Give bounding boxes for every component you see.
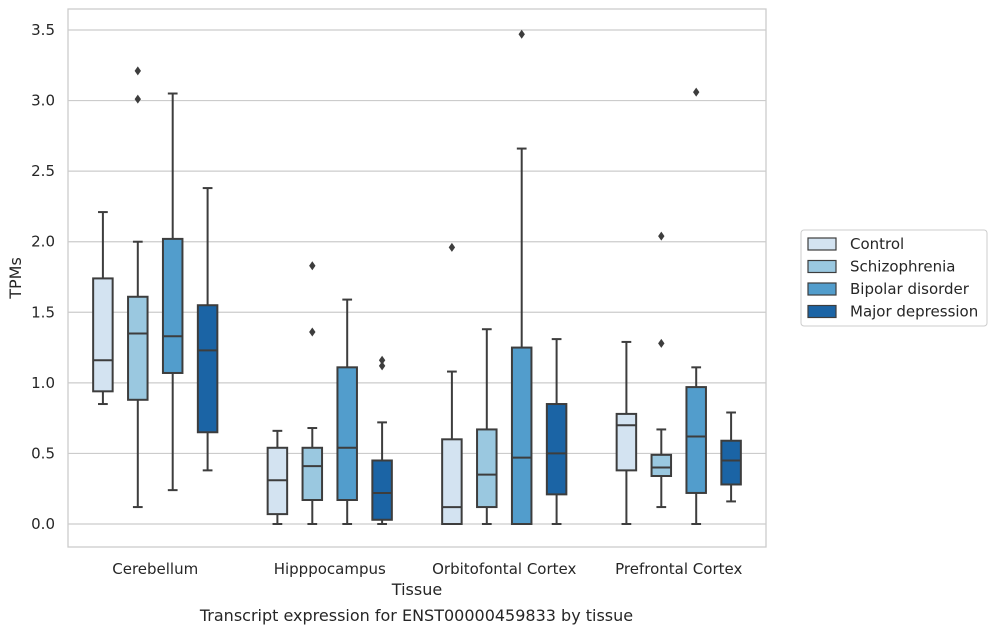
- x-axis-ticks: Cerebellum Hipppocampus Orbitofontal Corte…: [112, 560, 742, 578]
- iqr-box: [301, 446, 324, 502]
- x-axis-label: Tissue: [391, 580, 442, 599]
- iqr-box: [685, 386, 707, 494]
- legend-swatch: [807, 237, 837, 251]
- iqr-box: [336, 366, 358, 502]
- outlier-point: [309, 327, 316, 337]
- iqr-box: [371, 459, 393, 521]
- box-bipolar-disorder: [336, 298, 358, 525]
- outlier-point: [378, 361, 386, 371]
- legend-frame: [800, 229, 988, 327]
- iqr-box: [720, 439, 742, 486]
- legend-label: Bipolar disorder: [850, 280, 970, 298]
- box-schizophrenia: [127, 66, 149, 509]
- y-tick-label: 3.0: [31, 92, 55, 110]
- x-tick-label: Orbitofontal Cortex: [432, 560, 576, 578]
- box-control: [441, 242, 463, 526]
- outlier-point: [134, 66, 141, 76]
- y-tick-label: 0.0: [31, 515, 55, 533]
- y-tick-label: 2.0: [31, 233, 55, 251]
- outlier-point: [134, 94, 141, 104]
- y-tick-label: 1.5: [31, 303, 55, 321]
- x-tick-label: Prefrontal Cortex: [615, 560, 742, 578]
- y-axis-label: TPMs: [6, 257, 25, 300]
- box-control: [615, 340, 638, 525]
- box-control: [266, 429, 289, 525]
- iqr-box: [161, 237, 184, 374]
- box-major-depression: [371, 355, 393, 525]
- box-bipolar-disorder: [510, 29, 533, 526]
- box-major-depression: [196, 187, 219, 472]
- iqr-box: [510, 346, 533, 526]
- box-groups: [92, 29, 742, 526]
- outlier-point: [448, 242, 456, 252]
- box-schizophrenia: [301, 261, 324, 525]
- box-major-depression: [545, 338, 568, 525]
- y-axis-ticks: 0.0 0.5 1.0 1.5 2.0 2.5 3.0 3.5: [31, 21, 55, 533]
- legend-label: Major depression: [850, 303, 978, 321]
- y-tick-label: 3.5: [31, 21, 55, 39]
- outlier-point: [378, 355, 386, 365]
- figure-caption: Transcript expression for ENST0000045983…: [199, 606, 634, 625]
- y-tick-label: 0.5: [31, 444, 55, 462]
- box-schizophrenia: [476, 328, 498, 525]
- box-major-depression: [720, 411, 742, 503]
- iqr-box: [615, 412, 638, 472]
- box-bipolar-disorder: [161, 92, 184, 492]
- iqr-box: [196, 304, 219, 434]
- box-control: [92, 211, 114, 406]
- box-bipolar-disorder: [685, 87, 707, 525]
- legend: Control Schizophrenia Bipolar disorder Majo…: [800, 229, 988, 327]
- iqr-box: [476, 428, 498, 509]
- iqr-box: [545, 403, 568, 496]
- x-tick-label: Cerebellum: [112, 560, 198, 578]
- legend-label: Control: [850, 235, 904, 253]
- legend-label: Schizophrenia: [850, 258, 955, 276]
- iqr-box: [127, 295, 149, 401]
- outlier-point: [693, 87, 700, 97]
- outlier-point: [658, 231, 665, 241]
- gridlines: [68, 29, 766, 525]
- outlier-point: [658, 338, 665, 348]
- outlier-point: [309, 261, 316, 271]
- plot-frame: [67, 8, 767, 548]
- x-tick-label: Hipppocampus: [274, 560, 386, 578]
- iqr-box: [441, 438, 463, 526]
- legend-swatch: [807, 282, 837, 296]
- iqr-box: [650, 453, 673, 478]
- iqr-box: [92, 277, 114, 393]
- outlier-point: [518, 29, 525, 39]
- y-tick-label: 2.5: [31, 162, 55, 180]
- legend-swatch: [807, 304, 837, 319]
- box-schizophrenia: [650, 231, 673, 509]
- legend-swatch: [807, 259, 837, 274]
- y-tick-label: 1.0: [31, 374, 55, 392]
